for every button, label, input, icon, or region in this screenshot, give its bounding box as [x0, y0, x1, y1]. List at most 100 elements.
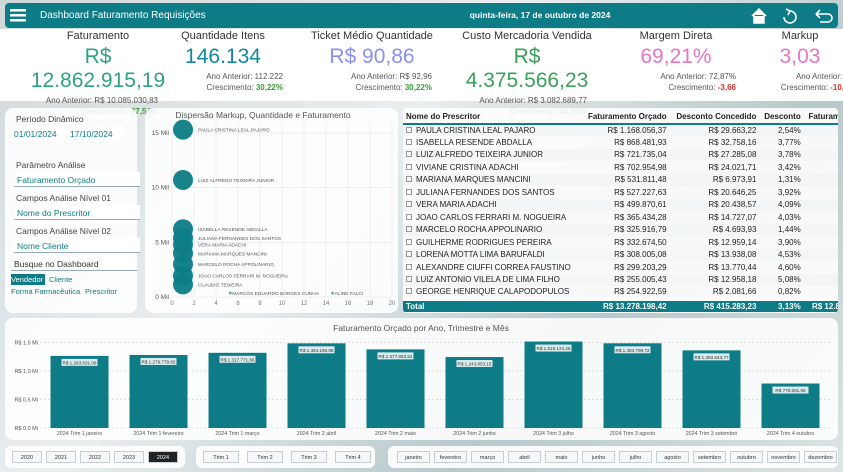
slicer-button[interactable]: maio — [545, 451, 578, 463]
kpi-card: Margem Direta 69,21% Ano Anterior: 72,87% C… — [606, 30, 746, 92]
cell-text: R$ 499.870,61 — [614, 200, 667, 210]
point-label: MARCELO ROCHA APPOLINARIO — [198, 262, 274, 268]
slicer-button[interactable]: junho — [582, 451, 615, 463]
table-cell: 4,09% — [759, 199, 803, 212]
scatter-chart: Dispersão Markup, Quantidade e Faturamen… — [152, 110, 396, 307]
slicer-button[interactable]: janeiro — [397, 451, 430, 463]
table-cell: R$ 527.227,63 — [581, 186, 669, 199]
menu-icon[interactable] — [10, 8, 28, 23]
cell-text: R$ 2.081,66 — [712, 286, 757, 296]
table-row[interactable]: VERA MARIA ADACHI R$ 499.870,61 R$ 20.438,… — [403, 198, 838, 212]
dropdown-label: Parâmetro Análise — [16, 160, 86, 170]
nav-icons[interactable] — [750, 7, 835, 25]
filter-button[interactable]: Prescritor — [85, 287, 118, 296]
kpi-value: 69,21% — [640, 45, 712, 68]
cell-text: GUILHERME RODRIGUES PEREIRA — [416, 237, 552, 247]
header-date: quinta-feira, 17 de outubro de 2024 — [469, 10, 611, 20]
slicer-button[interactable]: fevereiro — [434, 451, 467, 463]
value-label-bg — [219, 355, 256, 363]
x-tick-label: 2024 Trim 3 agosto — [610, 431, 655, 437]
kpi-strip — [0, 29, 843, 101]
dropdown[interactable]: Faturamento Orçado — [14, 172, 140, 187]
kpi-growth-row: Crescimento: -10,32% — [730, 83, 843, 92]
table-row[interactable]: ISABELLA RESENDE ABDALLA R$ 868.481,93 R$ … — [403, 136, 838, 149]
table-row[interactable]: LORENA MOTTA LIMA BARUFALDI R$ 308.005,08… — [403, 248, 838, 261]
start-date[interactable]: 01/01/2024 — [11, 126, 65, 141]
expand-icon — [406, 251, 412, 258]
search-box[interactable]: Busque no Dashboard — [11, 256, 137, 271]
kpi-growth-row: Crescimento: 30,22% — [153, 83, 293, 92]
table-row[interactable]: LUIZ ANTONIO VILELA DE LIMA FILHO R$ 255.… — [403, 273, 838, 286]
expand-icon — [406, 126, 412, 133]
table-cell: R$ 4.693,93 — [670, 224, 760, 237]
table-cell: LUIZ ALFREDO TEIXEIRA JUNIOR — [403, 149, 581, 162]
table-cell — [804, 161, 838, 174]
table-row[interactable]: LUIZ ALFREDO TEIXEIRA JUNIOR R$ 721.735,0… — [403, 148, 838, 162]
point-label: CLAUDIO TEIXEIRA — [198, 282, 243, 288]
slicer-button[interactable]: outubro — [730, 451, 763, 463]
table-cell: JULIANA FERNANDES DOS SANTOS — [403, 186, 581, 199]
bar-chart: Faturamento Orçado por Ano, Trimestre e … — [14, 323, 830, 437]
kpi-label: Margem Direta — [639, 30, 713, 42]
table-row[interactable]: VIVIANE CRISTINA ADACHI R$ 702.954,98 R$ 2… — [403, 161, 838, 174]
slicer-button[interactable]: Trim 4 — [335, 451, 371, 463]
table-cell — [804, 136, 838, 149]
slicer-button[interactable]: setembro — [693, 451, 726, 463]
bar — [208, 352, 267, 428]
slicer-button[interactable]: 2020 — [12, 451, 42, 463]
x-tick-label: 2024 Trim 3 setembro — [686, 431, 738, 437]
table-row[interactable]: ALEXANDRE CIUFFI CORREA FAUSTINO R$ 299.2… — [403, 261, 838, 274]
kpi-value: 146.134 — [185, 45, 261, 68]
dropdown-label: Campos Análise Nível 02 — [16, 226, 111, 236]
slicer-button[interactable]: Trim 3 — [291, 451, 327, 463]
table-cell: R$ 499.870,61 — [581, 199, 669, 212]
column-header: Faturam — [808, 112, 838, 122]
end-date[interactable]: 17/10/2024 — [67, 126, 123, 141]
table-cell — [804, 224, 838, 237]
cell-text: R$ 20.438,57 — [708, 200, 757, 210]
kpi-value: 3,03 — [779, 45, 821, 68]
slicer-button[interactable]: 2021 — [46, 451, 76, 463]
table-row[interactable]: JOAO CARLOS FERRARI M. NOGUEIRA R$ 365.43… — [403, 211, 838, 224]
slicer-button[interactable]: novembro — [767, 451, 800, 463]
table-row[interactable]: GEORGE HENRIQUE CALAPODOPULOS R$ 254.922,… — [403, 286, 838, 299]
cell-text: R$ 325.916,79 — [614, 225, 667, 235]
slicer-button[interactable]: agosto — [656, 451, 689, 463]
slicer-button[interactable]: dezembro — [804, 451, 837, 463]
cell-text: R$ 32.758,16 — [708, 137, 757, 147]
total-cell: Total — [406, 301, 425, 311]
table-row[interactable]: JULIANA FERNANDES DOS SANTOS R$ 527.227,6… — [403, 186, 838, 199]
dropdown-label: Campos Análise Nível 01 — [16, 193, 111, 203]
x-tick-label: 2024 Trim 1 janeiro — [57, 431, 102, 437]
slicer-button[interactable]: Trim 1 — [203, 451, 239, 463]
table-row[interactable]: GUILHERME RODRIGUES PEREIRA R$ 332.674,50… — [403, 236, 838, 249]
slicer-button[interactable]: 2023 — [114, 451, 144, 463]
filter-button[interactable]: Forma Farmacêutica — [11, 287, 81, 296]
slicer-button[interactable]: 2022 — [80, 451, 110, 463]
filter-button[interactable]: Cliente — [49, 275, 73, 284]
cell-text: R$ 531.811,48 — [614, 175, 667, 185]
slicer-button[interactable]: julho — [619, 451, 652, 463]
table-cell: 4,60% — [759, 261, 803, 274]
point-label: JULIANA FERNANDES DOS SANTOS — [198, 236, 281, 242]
slicer-button[interactable]: março — [471, 451, 504, 463]
cell-text: 3,77% — [778, 137, 801, 147]
cell-text: R$ 4.693,93 — [712, 225, 757, 235]
table-row[interactable]: MARIANA MARQUES MANCINI R$ 531.811,48 R$ 6… — [403, 173, 838, 186]
slicer-button[interactable]: abril — [508, 451, 541, 463]
value-label: R$ 1.279.779,82 — [142, 359, 176, 364]
value-label-bg — [377, 352, 414, 360]
slicer-button[interactable]: 2024 — [148, 451, 178, 463]
filter-button[interactable]: Vendedor — [11, 274, 45, 285]
slicer-button[interactable]: Trim 2 — [247, 451, 283, 463]
kpi-growth: -3,66 — [717, 83, 736, 92]
table-row[interactable]: PAULA CRISTINA LEAL PAJARO R$ 1.168.056,3… — [403, 123, 838, 136]
cell-text: MARCELO ROCHA APPOLINARIO — [416, 225, 543, 235]
dropdown[interactable]: Nome do Prescritor — [14, 205, 140, 220]
table-row[interactable]: MARCELO ROCHA APPOLINARIO R$ 325.916,79 R$… — [403, 223, 838, 237]
table-cell — [804, 261, 838, 274]
dropdown[interactable]: Nome Cliente — [14, 238, 140, 253]
value-label-bg — [535, 344, 572, 352]
cell-text: R$ 24.021,71 — [708, 162, 757, 172]
cell-text: 2,54% — [778, 125, 801, 135]
